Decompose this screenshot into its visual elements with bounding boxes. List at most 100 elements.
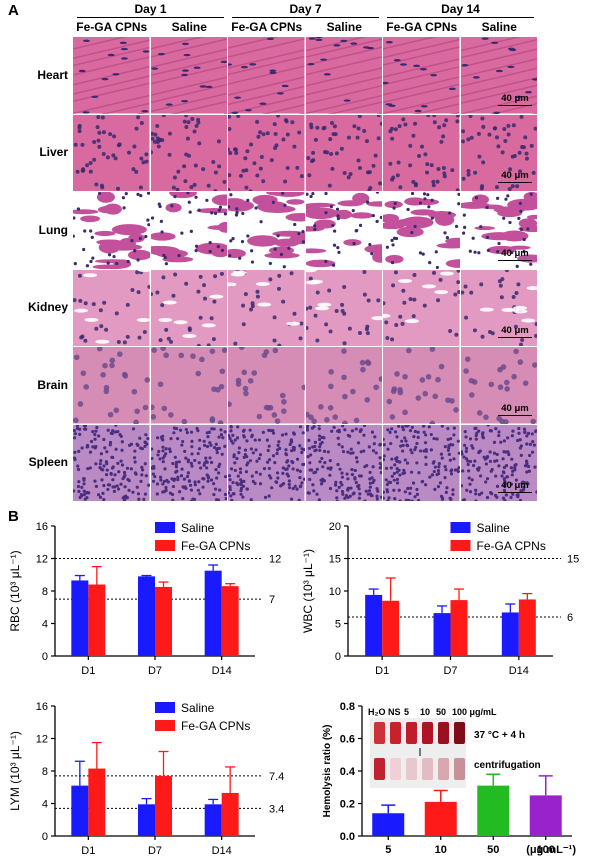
tissue-label: Lung (38, 222, 68, 237)
legend-swatch (155, 540, 175, 551)
bar (204, 804, 222, 836)
bar (382, 600, 400, 656)
reference-line-label: 3.4 (269, 803, 284, 815)
column-label: Saline (171, 20, 207, 34)
tissue-label: Liver (39, 145, 68, 160)
x-tick-label: D1 (81, 665, 95, 677)
scale-bar-line (498, 492, 532, 493)
day-title: Day 1 (134, 2, 167, 16)
bar (501, 612, 519, 656)
y-tick-label: 0.8 (340, 701, 355, 713)
column-label: Fe-GA CPNs (76, 20, 148, 34)
histology-tile (305, 192, 382, 269)
x-tick-label: D1 (81, 845, 95, 857)
inset-tube-after (422, 758, 433, 780)
x-tick-label: 5 (385, 844, 391, 856)
reference-line-label: 12 (269, 554, 281, 566)
inset-tube-label: H₂O (368, 707, 386, 717)
scale-bar-line (498, 414, 532, 416)
y-tick-label: 16 (36, 521, 48, 533)
bar (138, 576, 155, 656)
bar (155, 586, 172, 656)
histology-tile (383, 347, 460, 424)
histology-tile (460, 192, 537, 269)
bar (71, 785, 89, 836)
y-axis-label: Hemolysis ratio (%) (322, 725, 333, 818)
day-title: Day 7 (289, 2, 322, 16)
y-tick-label: 0.2 (340, 799, 355, 811)
histology-tile (460, 114, 537, 191)
y-axis-label: LYM (10³ μL⁻¹) (8, 731, 22, 811)
histology-tile (228, 37, 305, 114)
scale-bar: 40 μm (498, 480, 532, 493)
histology-tile (73, 192, 150, 269)
inset-tube-label: NS (388, 707, 401, 717)
x-tick-label: 10 (435, 844, 447, 856)
histology-tile (460, 37, 537, 114)
inset-tube-before (406, 722, 417, 744)
y-tick-label: 16 (36, 701, 48, 713)
legend-label: Fe-GA CPNs (181, 719, 250, 733)
bar (372, 813, 405, 836)
y-axis-label: RBC (10³ μL⁻¹) (8, 550, 22, 631)
histology-tile (305, 347, 382, 424)
x-tick-label: 50 (487, 844, 499, 856)
bar (71, 580, 89, 656)
column-label: Saline (326, 20, 362, 34)
day-group-line (77, 17, 224, 18)
y-tick-label: 0.0 (340, 831, 355, 843)
x-tick-label: D14 (212, 665, 232, 677)
scale-bar-line (498, 259, 532, 261)
histology-tile (383, 37, 460, 114)
inset-tube-label: 5 (404, 707, 409, 717)
scale-bar-label: 40 μm (501, 92, 529, 104)
bar (221, 586, 239, 656)
panel-b-letter: B (8, 508, 19, 525)
inset-tube-label: 10 (420, 707, 430, 717)
bar (88, 584, 106, 656)
y-tick-label: 12 (36, 554, 48, 566)
bar (155, 775, 172, 836)
histology-tile (305, 424, 382, 501)
scale-bar-line (498, 337, 532, 338)
reference-line-label: 7 (269, 594, 275, 606)
scale-bar: 40 μm (498, 403, 532, 416)
y-tick-label: 15 (329, 554, 341, 566)
histology-tile (460, 424, 537, 501)
scale-bar-line (498, 104, 532, 106)
histology-tile (150, 347, 227, 424)
bar (518, 599, 536, 656)
histology-tile (73, 114, 150, 191)
x-tick-label: D14 (212, 845, 232, 857)
bar (365, 594, 383, 656)
bar (529, 795, 562, 836)
scale-bar-label: 40 μm (501, 402, 529, 414)
y-tick-label: 10 (329, 586, 341, 598)
y-tick-label: 8 (42, 586, 48, 598)
legend-swatch (450, 522, 471, 533)
histology-tile (228, 114, 305, 191)
y-tick-label: 0 (42, 651, 48, 663)
legend-label: Saline (181, 521, 215, 535)
inset-tube-label: 50 (436, 707, 446, 717)
inset-step-label: centrifugation (474, 760, 541, 771)
y-tick-label: 0.4 (340, 766, 356, 778)
histology-tile (305, 269, 382, 346)
scale-bar-label: 40 μm (501, 480, 529, 491)
inset-tube-after (454, 758, 465, 780)
panel-a-letter: A (8, 2, 19, 19)
histology-tile (383, 269, 460, 346)
inset-tube-after (438, 758, 449, 780)
histology-tile (383, 192, 460, 269)
histology-tile (73, 424, 150, 501)
histology-tile (228, 192, 305, 269)
bar (221, 792, 239, 836)
column-label: Fe-GA CPNs (386, 20, 458, 34)
day-title: Day 14 (441, 2, 480, 16)
column-label: Fe-GA CPNs (231, 20, 303, 34)
y-tick-label: 0.6 (340, 734, 355, 746)
bar (477, 785, 510, 836)
tissue-label: Heart (37, 67, 68, 82)
y-tick-label: 8 (42, 766, 48, 778)
histology-tile (150, 114, 227, 191)
